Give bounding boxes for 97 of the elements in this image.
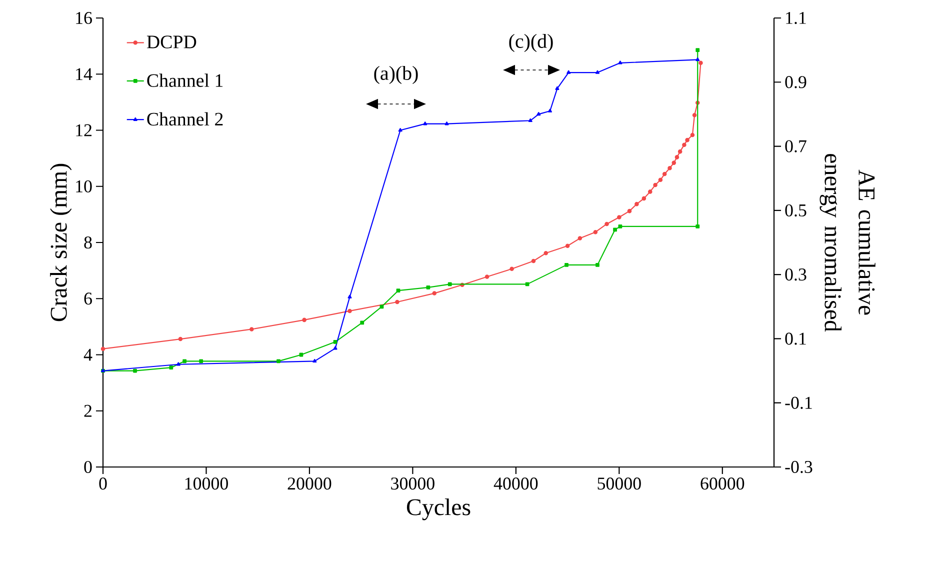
- x-tick-label: 60000: [700, 478, 744, 490]
- point: [176, 362, 180, 366]
- point: [312, 358, 317, 363]
- point: [555, 86, 560, 90]
- point: [682, 142, 686, 147]
- point: [593, 230, 598, 234]
- point: [678, 149, 682, 154]
- point: [613, 228, 617, 232]
- point: [565, 244, 570, 248]
- point: [448, 282, 452, 286]
- y-tick-label: 6: [84, 292, 92, 305]
- point: [536, 112, 541, 116]
- point: [627, 208, 632, 214]
- x-tick-label: 40000: [494, 478, 538, 490]
- point: [548, 108, 552, 112]
- point: [531, 258, 536, 264]
- point: [398, 128, 402, 132]
- point: [642, 196, 646, 201]
- point: [698, 60, 703, 66]
- legend-label: Channel 1: [147, 74, 223, 87]
- point: [690, 132, 695, 138]
- point: [510, 266, 514, 272]
- point: [618, 60, 622, 64]
- y2-tick-label: 0.9: [785, 76, 806, 88]
- point: [100, 346, 106, 351]
- point: [617, 215, 622, 220]
- point: [432, 291, 437, 296]
- point: [250, 327, 254, 332]
- point: [395, 300, 400, 304]
- y-tick-label: 4: [84, 348, 92, 361]
- y2-tick-label: -0.3: [785, 460, 812, 474]
- point: [276, 359, 280, 364]
- y2-tick-label: 0.7: [785, 140, 806, 152]
- point: [668, 166, 672, 170]
- point: [396, 288, 400, 293]
- point: [653, 182, 658, 188]
- x-axis-title: Cycles: [406, 498, 470, 520]
- point: [596, 263, 600, 267]
- point: [564, 263, 568, 267]
- point: [618, 224, 622, 228]
- point: [685, 138, 690, 142]
- point: [696, 224, 700, 228]
- y-axis-title: Crack size (mm): [50, 164, 72, 322]
- y2-tick-label: -0.1: [785, 396, 812, 409]
- point: [348, 308, 352, 314]
- y2-axis-title: AE cumulative energy nromalised: [820, 154, 876, 332]
- point: [528, 118, 532, 122]
- point: [672, 160, 676, 165]
- annotation: (c)(d): [509, 34, 553, 52]
- point: [423, 122, 428, 126]
- y2-tick-label: 0.5: [785, 204, 806, 217]
- point: [578, 236, 582, 240]
- point: [566, 70, 571, 74]
- point: [604, 222, 609, 226]
- point: [133, 368, 137, 373]
- x-tick-label: 30000: [391, 478, 434, 490]
- x-tick-label: 0: [99, 478, 107, 490]
- point: [444, 122, 449, 126]
- point: [199, 359, 204, 364]
- point: [544, 251, 548, 256]
- point: [674, 155, 680, 160]
- legend-label: DCPD: [146, 36, 196, 48]
- y-tick-label: 2: [84, 404, 92, 417]
- y-tick-label: 8: [84, 236, 92, 249]
- point: [333, 346, 338, 350]
- point: [595, 70, 600, 74]
- point: [692, 112, 697, 118]
- y-tick-label: 0: [84, 460, 92, 474]
- point: [426, 285, 430, 290]
- point: [634, 202, 639, 206]
- point: [658, 178, 663, 182]
- y-tick-label: 14: [76, 68, 92, 80]
- y2-tick-label: 0.3: [785, 268, 806, 281]
- point: [178, 336, 183, 342]
- x-tick-label: 10000: [185, 478, 228, 490]
- point: [525, 282, 530, 286]
- point: [182, 359, 186, 364]
- y2-tick-label: 1.1: [786, 12, 806, 24]
- point: [333, 340, 338, 344]
- x-tick-label: 50000: [598, 478, 641, 490]
- point: [302, 318, 306, 322]
- point: [380, 304, 384, 309]
- y-tick-label: 16: [76, 12, 92, 24]
- point: [648, 190, 652, 194]
- y2-tick-label: 0.1: [785, 332, 806, 345]
- y-tick-label: 12: [76, 124, 92, 136]
- point: [696, 57, 700, 62]
- point: [696, 48, 700, 52]
- x-tick-label: 20000: [288, 478, 332, 490]
- legend-label: Channel 2: [147, 112, 223, 126]
- point: [360, 320, 364, 325]
- annotation: (a)(b): [374, 66, 418, 84]
- y-tick-label: 10: [76, 180, 92, 192]
- point: [484, 274, 490, 279]
- point: [169, 366, 174, 370]
- point: [662, 172, 667, 176]
- point: [348, 294, 352, 298]
